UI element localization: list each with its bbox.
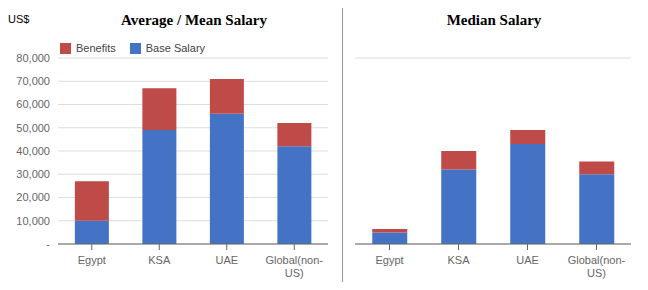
svg-text:40,000: 40,000 (16, 145, 50, 157)
html-text:Benefits: Benefits (76, 42, 116, 54)
svg-text:Egypt: Egypt (78, 254, 106, 266)
svg-text:-: - (46, 238, 50, 250)
svg-text:30,000: 30,000 (16, 168, 50, 180)
svg-text:Egypt: Egypt (375, 254, 403, 266)
svg-text:UAE: UAE (215, 254, 238, 266)
svg-text:Global(non-US): Global(non-US) (266, 254, 324, 279)
html-text:US$: US$ (8, 13, 30, 25)
svg-text:Global(non-US): Global(non-US) (568, 254, 626, 279)
html-text:Median Salary: Median Salary (446, 12, 542, 28)
svg-text:20,000: 20,000 (16, 191, 50, 203)
html-text:Average / Mean Salary: Average / Mean Salary (121, 12, 267, 28)
svg-text:10,000: 10,000 (16, 215, 50, 227)
svg-text:70,000: 70,000 (16, 75, 50, 87)
svg-text:KSA: KSA (447, 254, 470, 266)
svg-text:UAE: UAE (516, 254, 539, 266)
svg-text:50,000: 50,000 (16, 122, 50, 134)
svg-text:KSA: KSA (148, 254, 171, 266)
svg-text:80,000: 80,000 (16, 52, 50, 64)
svg-text:60,000: 60,000 (16, 98, 50, 110)
html-text:Base Salary: Base Salary (145, 42, 206, 54)
